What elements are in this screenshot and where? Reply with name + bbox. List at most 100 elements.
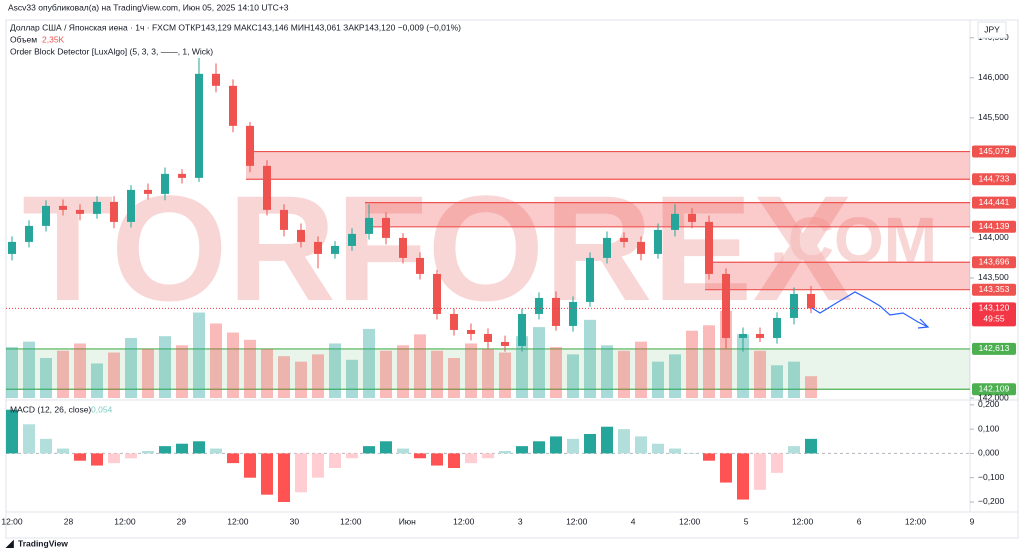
candle-body <box>212 73 220 86</box>
macd-bar <box>227 453 239 464</box>
price-badge <box>972 256 1016 269</box>
candle-body <box>450 313 458 330</box>
volume-bar <box>414 334 426 398</box>
volume-bar <box>380 350 392 398</box>
volume-bar <box>91 363 103 398</box>
macd-bar <box>414 453 426 459</box>
volume-bar <box>550 347 562 398</box>
volume-bar <box>312 354 324 398</box>
x-tick-label: 28 <box>64 516 74 526</box>
last-price-badge <box>972 302 1016 327</box>
x-tick-label: Июн <box>399 516 416 526</box>
x-tick-label: 12:00 <box>905 516 927 526</box>
x-tick-label: 9 <box>970 516 975 526</box>
macd-bar <box>397 448 409 454</box>
volume-bar <box>703 325 715 398</box>
x-tick-label: 12:00 <box>227 516 249 526</box>
candle-body <box>535 297 543 314</box>
volume-bar <box>686 330 698 398</box>
macd-bar <box>23 424 35 454</box>
macd-bar <box>91 453 103 466</box>
candle-body <box>552 297 560 326</box>
price-badge <box>972 145 1016 158</box>
candle-body <box>25 225 33 242</box>
macd-bar <box>771 453 783 473</box>
candle-body <box>365 217 373 234</box>
candle-body <box>467 329 475 334</box>
candle-body <box>671 213 679 230</box>
volume-bar <box>397 345 409 398</box>
x-tick-label: 12:00 <box>566 516 588 526</box>
macd-bar <box>210 448 222 454</box>
candle-body <box>773 317 781 338</box>
macd-bar <box>686 453 698 454</box>
price-badge-label: 143,696 <box>979 256 1010 266</box>
volume-bar <box>805 376 817 398</box>
forecast-line <box>811 291 929 328</box>
macd-bar <box>754 453 766 490</box>
price-badge <box>972 196 1016 209</box>
candle-body <box>518 313 526 346</box>
macd-bar <box>142 450 154 454</box>
volume-bar <box>754 350 766 398</box>
currency: JPY <box>984 24 1000 34</box>
volume-bar <box>329 343 341 398</box>
macd-bar <box>6 409 18 454</box>
volume-bar <box>618 350 630 398</box>
macd-bar <box>805 438 817 454</box>
macd-bar <box>567 438 579 454</box>
candle-body <box>739 333 747 338</box>
volume-bar <box>261 348 273 398</box>
macd-tick-label: 0,000 <box>978 448 1000 458</box>
volume-bar <box>193 312 205 398</box>
x-tick-label: 12:00 <box>792 516 814 526</box>
x-tick-label: 12:00 <box>453 516 475 526</box>
footer-logo: ◢ <box>5 539 14 550</box>
volume-bar <box>737 334 749 398</box>
volume-bar <box>176 345 188 398</box>
x-tick-label: 4 <box>631 516 636 526</box>
macd-bar <box>125 453 137 459</box>
candle-body <box>195 73 203 178</box>
volume-bar <box>601 345 613 398</box>
macd-bar <box>584 433 596 454</box>
volume-bar <box>516 336 528 398</box>
volume-bar <box>125 338 137 398</box>
candle-body <box>637 241 645 254</box>
macd-legend: MACD (12, 26, close) <box>10 404 91 414</box>
candle-body <box>314 241 322 254</box>
candle-body <box>110 201 118 222</box>
macd-bar <box>720 453 732 483</box>
candle-body <box>382 217 390 238</box>
macd-bar <box>635 436 647 454</box>
macd-bar <box>601 426 613 454</box>
candle-body <box>263 165 271 210</box>
currency-box[interactable] <box>977 21 1007 39</box>
x-tick-label: 30 <box>290 516 300 526</box>
candle-body <box>722 273 730 338</box>
x-tick-label: 29 <box>177 516 187 526</box>
candle-body <box>42 205 50 226</box>
y-tick-label: 146,000 <box>978 72 1009 82</box>
volume-bar <box>142 348 154 398</box>
macd-bar <box>788 446 800 454</box>
candle-body <box>569 301 577 326</box>
macd-bar <box>329 453 341 468</box>
macd-bar <box>159 446 171 454</box>
price-badge-label: 142,613 <box>979 343 1010 353</box>
macd-bar <box>40 438 52 454</box>
countdown: 49:55 <box>983 314 1005 324</box>
volume-bar <box>771 365 783 398</box>
macd-tick-label: 0,100 <box>978 423 1000 433</box>
frame <box>5 19 1019 539</box>
volume-bar <box>278 356 290 398</box>
volume-bar <box>788 361 800 398</box>
candle-body <box>484 333 492 342</box>
order-block <box>246 151 970 180</box>
symbol-info: Доллар США / Японская иена · 1ч · FXCM О… <box>10 22 461 32</box>
candle-body <box>790 293 798 318</box>
candle-body <box>297 229 305 242</box>
macd-bar <box>669 448 681 454</box>
volume-bar <box>669 354 681 398</box>
